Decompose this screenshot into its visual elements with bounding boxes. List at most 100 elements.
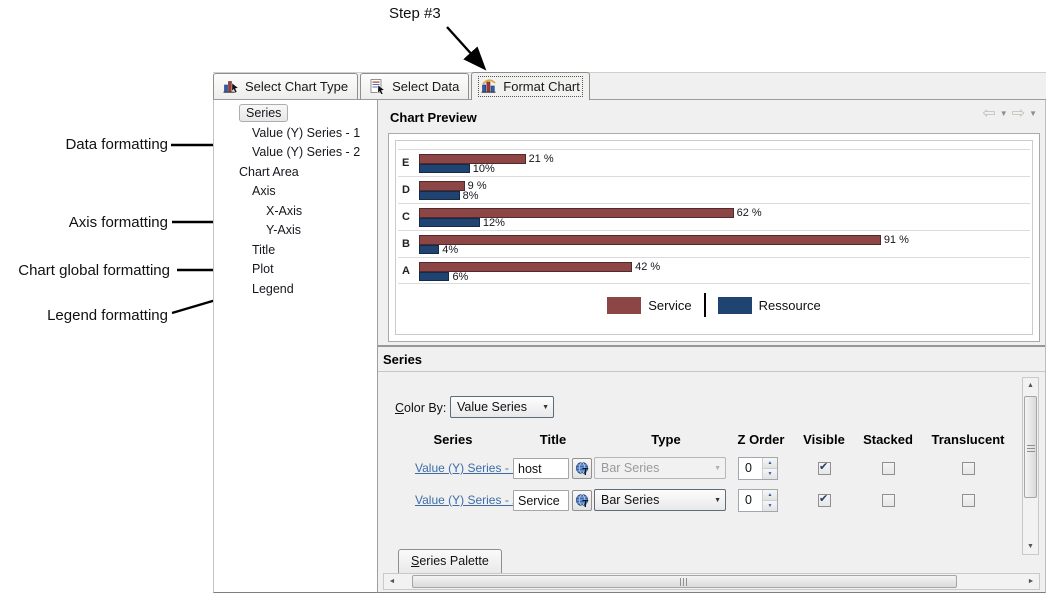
column-header-title: Title <box>539 432 567 447</box>
chart-bars: 9 % 8% <box>419 180 1028 202</box>
tab-label: Format Chart <box>503 79 580 94</box>
back-icon[interactable]: ⇦ <box>982 105 996 122</box>
bar-ressource <box>419 191 460 200</box>
bar-ressource <box>419 164 470 173</box>
series-type-value: Bar Series <box>601 493 660 507</box>
series-link[interactable]: Value (Y) Series - 2 <box>415 493 519 507</box>
externalize-text-button[interactable]: T <box>572 458 592 479</box>
series-section-title: Series <box>383 352 423 367</box>
tree-item-value-y-series-1[interactable]: Value (Y) Series - 1 <box>214 124 377 144</box>
scroll-up-icon[interactable]: ▲ <box>1027 382 1034 389</box>
tree-item-label: Value (Y) Series - 2 <box>252 145 361 159</box>
series-palette-tab[interactable]: Series Palette <box>398 549 502 573</box>
tree-item-plot[interactable]: Plot <box>214 260 377 280</box>
scroll-right-icon[interactable]: ► <box>1023 574 1039 589</box>
spinner-buttons: ▲ ▼ <box>762 458 777 479</box>
series-type-dropdown[interactable]: Bar Series ▼ <box>594 457 726 479</box>
horizontal-scroll-thumb[interactable] <box>412 575 957 588</box>
horizontal-scrollbar[interactable]: ◄ ► <box>383 573 1040 590</box>
back-menu-caret-icon[interactable]: ▼ <box>999 109 1008 118</box>
tab-format-chart[interactable]: Format Chart <box>471 72 590 100</box>
callout-chart-global-formatting: Chart global formatting <box>18 262 170 279</box>
legend-divider <box>703 293 706 317</box>
globe-text-icon: T <box>575 462 588 476</box>
chart-category-row: E 21 % 10% <box>398 149 1030 176</box>
bar-value-label: 8% <box>462 189 479 202</box>
series-row: Value (Y) Series - 2TBar Series▼0▲▼✔ <box>378 487 1019 514</box>
chart-bars: 42 % 6% <box>419 261 1028 282</box>
tree-item-y-axis[interactable]: Y-Axis <box>214 221 377 241</box>
stacked-checkbox[interactable] <box>882 494 895 507</box>
spinner-down-icon[interactable]: ▼ <box>763 500 777 511</box>
translucent-checkbox[interactable] <box>962 494 975 507</box>
scroll-left-icon[interactable]: ◄ <box>384 574 400 589</box>
series-type-value: Bar Series <box>601 461 660 475</box>
series-row: Value (Y) Series - 1TBar Series▼0▲▼✔ <box>378 455 1019 482</box>
bar-line: 12% <box>419 217 1028 228</box>
tree-item-label: Y-Axis <box>266 223 301 237</box>
horizontal-scroll-track[interactable] <box>400 574 1023 589</box>
callout-legend-formatting: Legend formatting <box>47 307 168 324</box>
chart-preview-title: Chart Preview <box>390 110 477 125</box>
series-title-input[interactable] <box>513 458 569 479</box>
chart-category-label: E <box>402 157 410 169</box>
tab-select-chart-type[interactable]: Select Chart Type <box>213 73 359 99</box>
tree-item-series[interactable]: Series <box>214 104 377 124</box>
forward-menu-caret-icon[interactable]: ▼ <box>1029 109 1037 118</box>
bar-line: 91 % <box>419 234 1028 246</box>
column-header-z-order: Z Order <box>737 432 785 447</box>
tree-item-label: Value (Y) Series - 1 <box>252 125 361 140</box>
chart-bars: 21 % 10% <box>419 154 1028 174</box>
wizard-tab-bar: Select Chart Type Select Data <box>213 72 1046 100</box>
chart-category-label: B <box>402 238 410 250</box>
tree-item-label: Title <box>252 242 276 257</box>
vertical-scroll-track[interactable] <box>1023 393 1038 539</box>
tree-item-value-y-series-2[interactable]: Value (Y) Series - 2 <box>214 143 377 163</box>
spinner-up-icon[interactable]: ▲ <box>763 458 777 468</box>
color-by-label: Color By: <box>395 401 447 415</box>
externalize-text-button[interactable]: T <box>572 490 592 511</box>
z-order-spinner[interactable]: 0 ▲ ▼ <box>738 457 778 480</box>
forward-icon[interactable]: ⇨ <box>1011 105 1026 122</box>
bar-ressource <box>419 272 450 281</box>
tree-item-legend[interactable]: Legend <box>214 280 377 300</box>
check-icon: ✔ <box>819 493 829 505</box>
format-tree: Series Value (Y) Series - 1 Value (Y) Seri… <box>214 104 377 299</box>
visible-checkbox[interactable]: ✔ <box>818 493 831 507</box>
translucent-checkbox[interactable] <box>962 462 975 475</box>
chart-category-row: B 91 % 4% <box>398 230 1030 257</box>
series-section-rule <box>378 371 1045 372</box>
legend-item: Service <box>607 296 692 314</box>
spinner-down-icon[interactable]: ▼ <box>763 468 777 479</box>
bar-value-label: 9 % <box>467 180 487 192</box>
series-title-input[interactable] <box>513 490 569 511</box>
bar-value-label: 42 % <box>635 261 661 273</box>
vertical-scrollbar[interactable]: ▲ ▼ <box>1022 377 1039 555</box>
z-order-spinner[interactable]: 0 ▲ ▼ <box>738 489 778 512</box>
bar-line: 10% <box>419 163 1028 174</box>
series-link[interactable]: Value (Y) Series - 1 <box>415 461 519 475</box>
chart-legend: Service Ressource <box>396 293 1032 317</box>
vertical-scroll-thumb[interactable] <box>1024 396 1037 498</box>
tab-select-data[interactable]: Select Data <box>360 73 470 99</box>
chart-category-label: A <box>402 265 410 277</box>
visible-checkbox[interactable]: ✔ <box>818 461 831 475</box>
step-arrow <box>446 26 487 71</box>
spinner-up-icon[interactable]: ▲ <box>763 490 777 500</box>
tree-item-x-axis[interactable]: X-Axis <box>214 202 377 222</box>
column-header-series: Series <box>433 432 473 447</box>
tree-item-axis[interactable]: Axis <box>214 182 377 202</box>
scroll-grip <box>680 577 689 586</box>
globe-text-icon: T <box>575 494 588 508</box>
chart-category-row: A 42 % 6% <box>398 257 1030 284</box>
bar-service <box>419 181 465 191</box>
tree-item-title[interactable]: Title <box>214 241 377 261</box>
tree-item-chart-area[interactable]: Chart Area <box>214 163 377 183</box>
column-header-visible: Visible <box>803 432 845 447</box>
bar-value-label: 91 % <box>883 234 909 246</box>
bar-line: 8% <box>419 189 1028 202</box>
color-by-dropdown[interactable]: Value Series ▼ <box>450 396 554 418</box>
scroll-down-icon[interactable]: ▼ <box>1027 543 1034 550</box>
stacked-checkbox[interactable] <box>882 462 895 475</box>
series-type-dropdown[interactable]: Bar Series ▼ <box>594 489 726 511</box>
